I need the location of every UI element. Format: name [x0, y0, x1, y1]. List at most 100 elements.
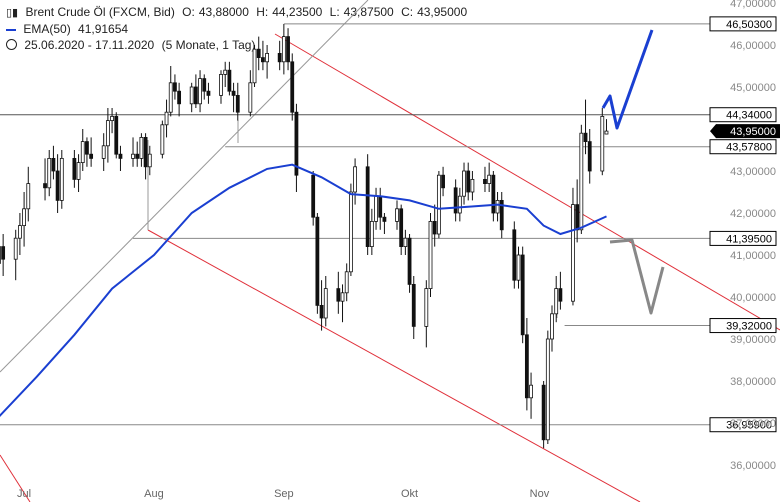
ema-50-line [0, 163, 607, 417]
candle-body [315, 216, 320, 306]
candle-body [374, 195, 378, 222]
candle-body [336, 288, 341, 302]
candle-body [13, 237, 18, 260]
low-value: 43,87500 [343, 5, 394, 19]
projection-arrows [601, 29, 665, 315]
ema-line [0, 163, 607, 417]
candle-body [424, 288, 429, 327]
candle-body [550, 313, 554, 340]
candle-body [189, 86, 194, 105]
candle-body [491, 174, 496, 214]
y-tick-label: 41,00000 [730, 250, 776, 262]
candle-body [382, 216, 387, 222]
candle-body [579, 132, 584, 231]
bullish-projection-arrow [601, 29, 654, 130]
candle-body [168, 82, 173, 113]
candle-body [231, 90, 236, 96]
bearish-projection-arrow [609, 238, 665, 315]
period-info: (5 Monate, 1 Tag) [161, 38, 256, 52]
candle-body [252, 48, 257, 84]
candle-body [248, 82, 253, 113]
candle-body [59, 157, 64, 201]
candle-body [487, 174, 492, 184]
chart-header-ohlc: ▯▮ Brent Crude Öl (FXCM, Bid) O: 43,88000… [6, 5, 471, 19]
candle-body [223, 69, 228, 75]
candle-body [411, 283, 416, 327]
candle-body [587, 141, 592, 172]
candle-body [80, 141, 85, 164]
current-price-label: 43,95000 [730, 126, 776, 138]
ema-value: 41,91654 [78, 22, 129, 36]
candle-body [143, 136, 148, 168]
open-label: O: [182, 5, 195, 19]
candle-body [105, 120, 110, 147]
level-label-box [709, 16, 777, 32]
candle-body [110, 116, 114, 122]
candle-body [26, 183, 31, 210]
low-label: L: [329, 5, 340, 19]
y-tick-label: 37,00000 [730, 418, 776, 430]
clock-icon [6, 39, 17, 50]
candle-body [524, 334, 529, 399]
candle-body [1, 246, 6, 260]
y-tick-label: 45,00000 [730, 82, 776, 94]
candle-body [340, 292, 345, 302]
candle-body [55, 170, 60, 201]
level-label: 43,57800 [726, 142, 772, 154]
y-tick-label: 47,00000 [730, 0, 776, 10]
level-label-box [709, 107, 777, 123]
candle-body [554, 288, 559, 315]
candle-body [600, 116, 605, 172]
candle-body [378, 195, 383, 218]
candle-body [403, 237, 408, 247]
candle-body [219, 74, 223, 96]
candle-body [399, 208, 404, 248]
candle-body [495, 199, 500, 214]
level-label: 44,34000 [726, 110, 772, 122]
candle-body [286, 36, 290, 63]
candle-body [462, 170, 466, 197]
candle-body [118, 153, 123, 159]
candle-body [265, 53, 270, 63]
y-tick-label: 46,00000 [730, 40, 776, 52]
open-value: 43,88000 [198, 5, 249, 19]
y-tick-label: 42,00000 [730, 208, 776, 220]
close-value: 43,95000 [417, 5, 468, 19]
level-label-box [709, 139, 777, 155]
candle-body [558, 288, 563, 302]
candle-body [131, 153, 135, 159]
x-tick-label: Aug [144, 488, 164, 500]
candle-body [541, 384, 546, 441]
level-label-box [709, 230, 777, 246]
horizontal-levels: 46,50300 44,34000 43,57800 41,39500 39,32000… [0, 16, 780, 433]
y-tick-label: 43,00000 [730, 166, 776, 178]
candle-body [114, 116, 119, 155]
candle-body [353, 166, 357, 193]
candle-body [457, 195, 462, 214]
candle-body [545, 338, 550, 441]
candle-body [139, 136, 144, 159]
candle-body [17, 225, 22, 239]
candle-body [89, 153, 94, 159]
candle-body [436, 174, 441, 235]
candle-body [529, 384, 533, 399]
ema-line-icon [6, 28, 16, 31]
candle-body [281, 36, 286, 63]
candle-body [206, 90, 211, 96]
candle-body [499, 199, 504, 231]
y-axis: 47,00000 46,00000 45,00000 43,00000 42,00000… [730, 0, 776, 472]
candlestick-icon: ▯▮ [6, 7, 19, 19]
candle-body [311, 174, 316, 218]
x-tick-label: Jul [17, 488, 31, 500]
level-label: 39,32000 [726, 321, 772, 333]
candle-body [348, 191, 353, 273]
candle-body [47, 157, 52, 189]
candle-body [227, 69, 232, 92]
candle-body [72, 157, 77, 180]
date-range: 25.06.2020 - 17.11.2020 [24, 38, 155, 52]
candle-body [22, 208, 26, 227]
candle-body [583, 132, 588, 142]
candle-body [432, 220, 437, 235]
